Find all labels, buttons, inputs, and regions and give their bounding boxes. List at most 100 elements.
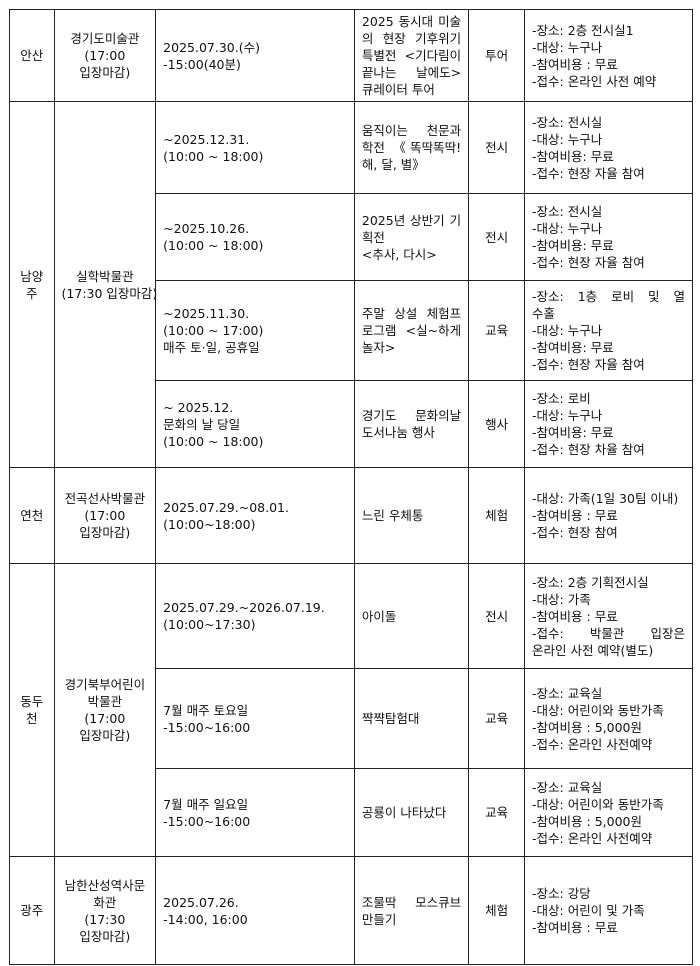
text-line: 7월 매주 일요일 xyxy=(163,796,249,812)
text-line: -참여비용 : 무료 xyxy=(532,920,618,935)
text-line: 큐레이터 투어 xyxy=(361,82,435,97)
text-line: ~2025.12.31. xyxy=(163,131,250,147)
region-cell: 안산 xyxy=(9,9,55,102)
text-line: 로그램 <실~하게 xyxy=(361,323,462,338)
text-line: -장소: 전시실 xyxy=(532,114,603,130)
type-cell: 행사 xyxy=(468,380,526,468)
program-cell: 공룡이 나타났다 xyxy=(353,768,470,857)
text-line: 놀자> xyxy=(361,340,396,355)
text-line: 도서나눔 행사 xyxy=(361,425,435,440)
date-cell: ~2025.10.26. (10:00 ~ 18:00) xyxy=(155,193,355,281)
text-line: (17:00 xyxy=(84,711,126,726)
venue-cell: 실학박물관 (17:30 입장마감) xyxy=(53,101,158,468)
text-line: -접수: 온라인 사전예약 xyxy=(532,736,653,752)
type-cell: 투어 xyxy=(468,9,526,102)
text-line: ~ 2025.12. xyxy=(163,399,234,415)
program-schedule-table: 안산 경기도미술관 (17:00 입장마감) 2025.07.30.(수) -15:00(… xyxy=(9,9,693,965)
type-cell: 체험 xyxy=(468,856,526,965)
text-line: 특별전 <기다림이 xyxy=(361,48,462,63)
venue-cell: 경기북부어린이 박물관 (17:00 입장마감) xyxy=(53,563,157,857)
text-line: 2025.07.30.(수) xyxy=(163,39,260,55)
text-line: (17:30 입장마감) xyxy=(61,285,158,301)
program-cell: 조물딱 모스큐브 만들기 xyxy=(353,856,470,965)
text-line: -장소: 교육실 xyxy=(532,685,603,701)
text-line: -장소: 1층 로비 및 열 xyxy=(532,289,685,304)
text-line: -접수: 현장 참여 xyxy=(532,525,618,540)
table-row: 안산 경기도미술관 (17:00 입장마감) 2025.07.30.(수) -15:00(… xyxy=(9,9,693,102)
venue-cell: 전곡선사박물관 (17:00 입장마감) xyxy=(53,467,157,564)
text-line: 2025.07.29.~08.01. xyxy=(163,499,289,515)
text-line: (10:00~17:30) xyxy=(163,617,256,632)
program-cell: 아이돌 xyxy=(353,563,470,669)
date-cell: 7월 매주 토요일 -15:00~16:00 xyxy=(155,668,355,769)
text-line: 온라인 사전 예약(별도) xyxy=(532,642,654,658)
text-line: (10:00 ~ 18:00) xyxy=(163,433,264,449)
text-line: -대상: 가족 xyxy=(532,591,591,607)
text-line: 주말 상설 체험프 xyxy=(361,306,462,321)
details-cell: -장소: 전시실 -대상: 누구나 -참여비용: 무료 -접수: 현장 자율 참여 xyxy=(524,101,693,194)
text-line: 2025 동시대 미술 xyxy=(361,14,462,29)
text-line: -참여비용 : 5,000원 xyxy=(532,813,643,829)
text-line: -15:00~16:00 xyxy=(163,813,251,829)
text-line: 의 현장 기후위기 xyxy=(361,31,462,46)
text-line: -참여비용: 무료 xyxy=(532,148,614,164)
text-line: 쨕쨕탐험대 xyxy=(361,711,420,726)
text-line: 만들기 xyxy=(361,911,397,927)
text-line: -참여비용: 무료 xyxy=(532,425,614,440)
text-line: 문화의 날 당일 xyxy=(163,416,241,432)
text-line: (10:00 ~ 18:00) xyxy=(163,238,264,253)
type-cell: 체험 xyxy=(468,467,526,564)
text-line: -대상: 누구나 xyxy=(532,408,603,423)
text-line: ~2025.11.30. xyxy=(163,306,250,321)
details-cell: -장소: 교육실 -대상: 어린이와 동반가족 -참여비용 : 5,000원 -접수:… xyxy=(524,768,693,857)
type-cell: 전시 xyxy=(468,563,526,669)
venue-cell: 경기도미술관 (17:00 입장마감) xyxy=(53,9,157,102)
program-cell: 움직이는 천문과 학전 《똑딱똑딱! 해, 달, 별》 xyxy=(353,101,470,194)
text-line: -대상: 누구나 xyxy=(532,131,603,147)
text-line: 입장마감) xyxy=(79,928,131,944)
details-cell: -장소: 전시실 -대상: 누구나 -참여비용: 무료 -접수: 현장 자율 참여 xyxy=(524,193,693,281)
text-line: -장소: 2층 전시실1 xyxy=(532,22,634,38)
text-line: -접수: 현장 자율 참여 xyxy=(532,165,645,181)
text-line: ~2025.10.26. xyxy=(163,221,250,236)
text-line: -참여비용 : 무료 xyxy=(532,608,618,624)
text-line: -대상: 누구나 xyxy=(532,323,603,338)
text-line: 수홀 xyxy=(532,306,556,321)
text-line: -장소: 강당 xyxy=(532,886,591,901)
type-cell: 전시 xyxy=(468,193,526,281)
type-cell: 교육 xyxy=(468,768,526,857)
date-cell: 2025.07.26. -14:00, 16:00 xyxy=(155,856,355,965)
text-line: 해, 달, 별》 xyxy=(361,157,425,172)
program-cell: 경기도 문화의날 도서나눔 행사 xyxy=(353,380,470,468)
date-cell: 7월 매주 일요일 -15:00~16:00 xyxy=(155,768,355,857)
text-line: 매주 토·일, 공휴일 xyxy=(163,340,260,355)
text-line: 2025.07.29.~2026.07.19. xyxy=(163,600,325,615)
text-line: -접수: 현장 차율 참여 xyxy=(532,442,645,457)
text-line: 화관 xyxy=(93,894,117,910)
program-cell: 2025년 상반기 기 획전 <추사, 다시> xyxy=(353,193,470,281)
text-line: 7월 매주 토요일 xyxy=(163,702,249,718)
text-line: -접수: 온라인 사전 예약 xyxy=(532,73,657,89)
details-cell: -장소: 강당 -대상: 어린이 및 가족 -참여비용 : 무료 xyxy=(524,856,693,965)
text-line: (17:00 xyxy=(84,48,126,63)
text-line: -대상: 누구나 xyxy=(532,221,603,236)
table-row: 광주 남한산성역사문 화관 (17:30 입장마감) 2025.07.26. -14:00,… xyxy=(9,856,693,965)
text-line: (10:00~18:00) xyxy=(163,516,256,532)
text-line: 공룡이 나타났다 xyxy=(361,805,447,820)
details-cell: -장소: 2층 전시실1 -대상: 누구나 -참여비용 : 무료 -접수: 온라인 사… xyxy=(524,9,693,102)
text-line: -대상: 어린이와 동반가족 xyxy=(532,796,664,812)
table-row: ~2025.10.26. (10:00 ~ 18:00) 2025년 상반기 기 획전… xyxy=(10,193,693,281)
text-line: -대상: 어린이와 동반가족 xyxy=(532,702,664,718)
text-line: 학전 《똑딱똑딱! xyxy=(361,140,462,155)
region-cell: 광주 xyxy=(9,856,55,965)
text-line: -대상: 가족(1일 30팀 이내) xyxy=(532,491,679,506)
details-cell: -대상: 가족(1일 30팀 이내) -참여비용 : 무료 -접수: 현장 참여 xyxy=(524,467,693,564)
type-cell: 교육 xyxy=(468,280,526,381)
text-line: 경기도미술관 xyxy=(70,31,140,46)
text-line: -대상: 누구나 xyxy=(532,39,603,55)
table-row: ~ 2025.12. 문화의 날 당일 (10:00 ~ 18:00) 경기도 문화의… xyxy=(10,380,693,468)
date-cell: ~ 2025.12. 문화의 날 당일 (10:00 ~ 18:00) xyxy=(155,380,355,468)
region-cell: 동두천 xyxy=(9,563,55,857)
text-line: -장소: 전시실 xyxy=(532,204,603,219)
type-cell: 교육 xyxy=(468,668,526,769)
